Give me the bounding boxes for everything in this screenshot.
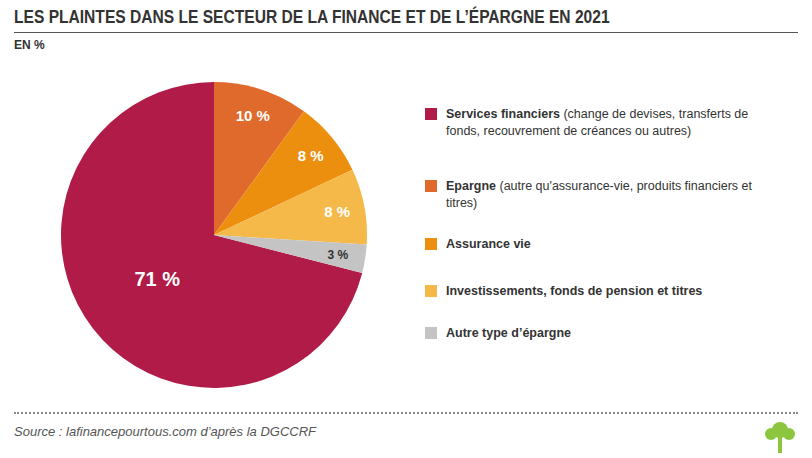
svg-text:3 %: 3 % [328, 248, 349, 262]
html-text:Investissements, fonds de pens: Investissements, fonds de pension et tit… [446, 284, 703, 298]
html-text:Source : lafinancepourtous.com: Source : lafinancepourtous.com d’après l… [14, 424, 316, 439]
svg-text:8 %: 8 % [298, 147, 324, 164]
html-text:Autre type d’épargne: Autre type d’épargne [446, 326, 571, 340]
html-text:Assurance vie: Assurance vie [446, 237, 531, 251]
svg-text:10 %: 10 % [236, 107, 270, 124]
html-text:Services financiers (change de: Services financiers (change de devises, … [446, 107, 749, 138]
html-text:LES PLAINTES DANS LE SECTEUR D: LES PLAINTES DANS LE SECTEUR DE LA FINAN… [14, 6, 610, 27]
html-text:EN %: EN % [14, 38, 45, 52]
svg-text:8 %: 8 % [324, 203, 350, 220]
html-text:Epargne (autre qu'assurance-vi: Epargne (autre qu'assurance-vie, produit… [446, 179, 752, 210]
svg-text:71 %: 71 % [134, 268, 180, 290]
